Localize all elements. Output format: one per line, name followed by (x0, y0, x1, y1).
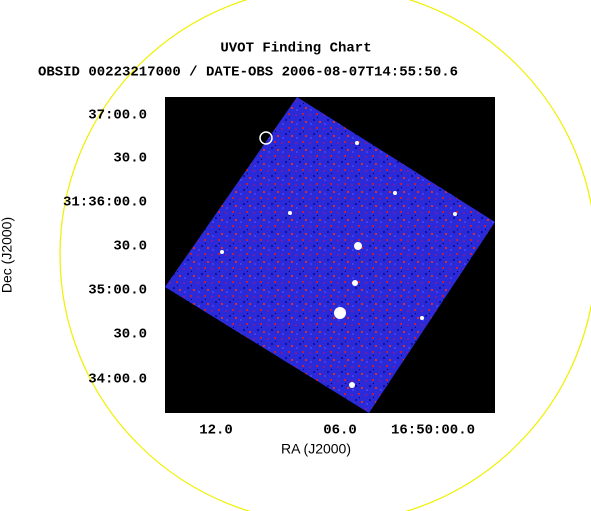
x-tick-label: 06.0 (323, 423, 357, 439)
subtitle: OBSID 00223217000 / DATE-OBS 2006-08-07T… (38, 65, 458, 81)
y-tick-label: 37:00.0 (88, 108, 147, 124)
stars (220, 141, 457, 388)
x-tick-label: 16:50:00.0 (391, 423, 475, 439)
y-tick-label: 34:00.0 (88, 372, 147, 388)
y-tick-label: 30.0 (113, 327, 147, 343)
sky-image (165, 97, 495, 413)
x-ticks: 12.0 06.0 16:50:00.0 (199, 423, 475, 439)
target-marker (259, 131, 273, 145)
x-axis-label: RA (J2000) (281, 441, 351, 457)
y-tick-label: 30.0 (113, 151, 147, 167)
y-axis-label: Dec (J2000) (0, 217, 15, 293)
y-tick-label: 31:36:00.0 (63, 195, 147, 211)
x-tick-label: 12.0 (199, 423, 233, 439)
y-ticks: 37:00.0 30.0 31:36:00.0 30.0 35:00.0 30.0 34:0… (63, 108, 147, 388)
y-tick-label: 30.0 (113, 239, 147, 255)
title: UVOT Finding Chart (220, 41, 371, 57)
y-tick-label: 35:00.0 (88, 283, 147, 299)
field-circle (59, 0, 591, 511)
